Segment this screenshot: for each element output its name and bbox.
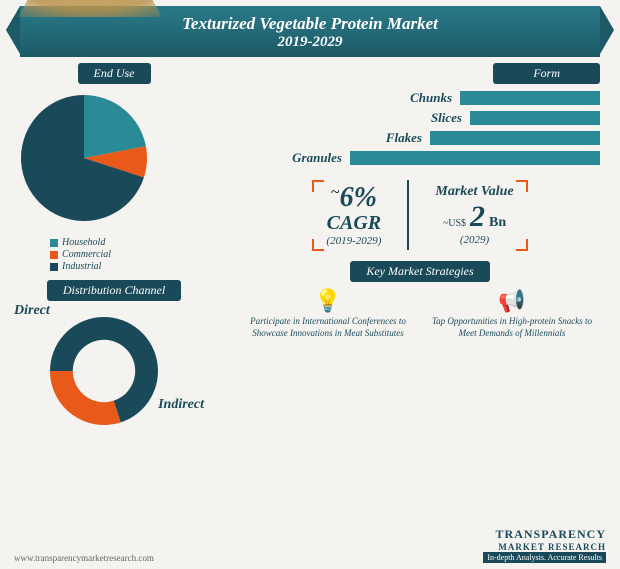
kms-header: Key Market Strategies: [240, 261, 600, 282]
right-column: Form ChunksSlicesFlakesGranules ~6% CAGR…: [240, 63, 600, 339]
footer-logo: TRANSPARENCY MARKET RESEARCH In-depth An…: [483, 527, 606, 563]
enduse-header: End Use: [14, 63, 214, 84]
enduse-legend: HouseholdCommercialIndustrial: [14, 237, 214, 272]
cagr-box: ~6% CAGR (2019-2029): [312, 180, 395, 251]
footer: www.transparencymarketresearch.com TRANS…: [14, 527, 606, 563]
indirect-label: Indirect: [158, 397, 204, 413]
distribution-donut-wrap: Direct Indirect: [14, 303, 194, 443]
grain-decoration: [0, 0, 180, 17]
strategies-row: 💡Participate in International Conference…: [240, 288, 600, 339]
left-column: End Use HouseholdCommercialIndustrial Di…: [14, 63, 214, 443]
content: End Use HouseholdCommercialIndustrial Di…: [0, 57, 620, 67]
stat-divider: [407, 180, 409, 250]
title-years: 2019-2029: [20, 34, 600, 51]
form-header: Form: [240, 63, 600, 84]
distribution-header: Distribution Channel: [14, 280, 214, 301]
enduse-pie-chart: [14, 88, 154, 228]
title: Texturized Vegetable Protein Market: [20, 14, 600, 34]
distribution-donut-chart: [44, 311, 164, 431]
footer-url: www.transparencymarketresearch.com: [14, 553, 154, 563]
market-value-box: Market Value ~US$ 2 Bn (2029): [421, 180, 527, 251]
form-bars: ChunksSlicesFlakesGranules: [240, 90, 600, 166]
stats-row: ~6% CAGR (2019-2029) Market Value ~US$ 2…: [240, 180, 600, 251]
